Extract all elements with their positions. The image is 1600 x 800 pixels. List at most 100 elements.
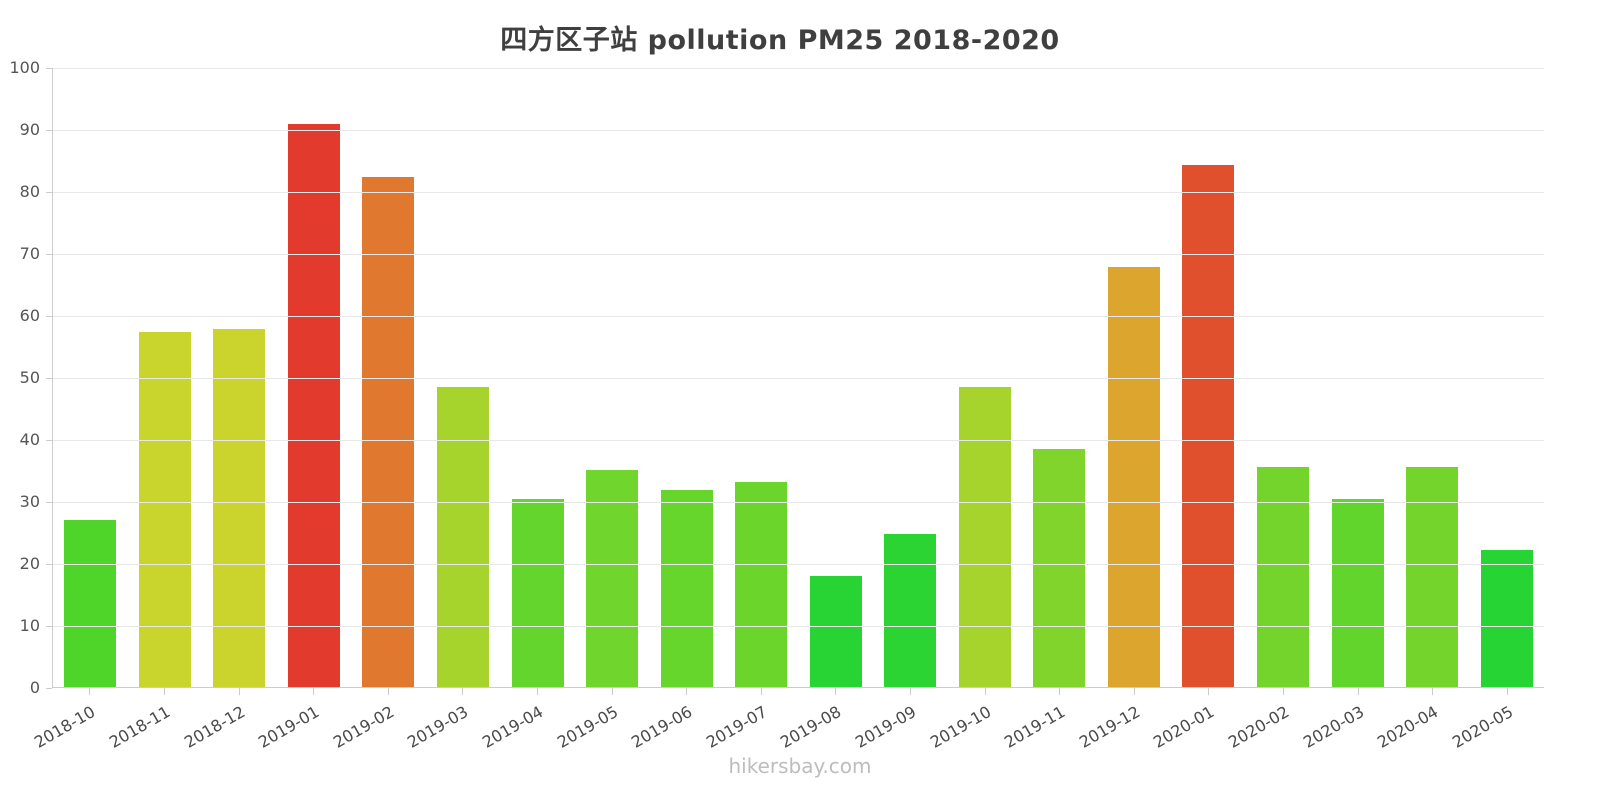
bar-slot: [575, 68, 650, 687]
y-tick: [46, 316, 52, 317]
bar-2019-12: [1107, 267, 1160, 687]
y-tick: [46, 440, 52, 441]
chart-title: 四方区子站 pollution PM25 2018-2020: [500, 25, 1060, 56]
footer-watermark: hikersbay.com: [728, 754, 872, 778]
y-tick: [46, 502, 52, 503]
bar-2019-05: [586, 470, 639, 687]
x-tick: [760, 688, 762, 695]
gridline: [53, 192, 1544, 193]
y-tick: [46, 626, 52, 627]
x-tick-label: 2020-03: [1299, 702, 1367, 752]
bar-2019-10: [958, 386, 1011, 687]
bar-2019-07: [735, 481, 788, 687]
bar-slot: [948, 68, 1023, 687]
gridline: [53, 130, 1544, 131]
bar-2018-10: [64, 519, 117, 687]
x-tick-label: 2018-11: [106, 702, 174, 752]
x-tick: [1282, 688, 1284, 695]
x-tick: [1506, 688, 1508, 695]
y-tick-label: 90: [19, 120, 40, 139]
y-tick: [46, 688, 52, 689]
x-tick-label: 2019-10: [926, 702, 994, 752]
bar-slot: [128, 68, 203, 687]
bar-2018-11: [138, 331, 191, 687]
gridline: [53, 502, 1544, 503]
bar-2019-09: [884, 533, 937, 687]
x-tick: [1133, 688, 1135, 695]
bar-2019-01: [287, 123, 340, 687]
bar-2020-01: [1182, 164, 1235, 687]
x-tick-label: 2020-01: [1150, 702, 1218, 752]
bar-slot: [798, 68, 873, 687]
x-tick-label: 2018-12: [180, 702, 248, 752]
bar-slot: [1246, 68, 1321, 687]
gridline: [53, 68, 1544, 69]
gridline: [53, 564, 1544, 565]
x-tick: [1059, 688, 1061, 695]
y-tick-label: 60: [19, 306, 40, 325]
bar-slot: [1469, 68, 1544, 687]
x-tick-label: 2019-04: [479, 702, 547, 752]
gridline: [53, 440, 1544, 441]
bar-2019-06: [660, 490, 713, 687]
y-tick: [46, 564, 52, 565]
bar-slot: [873, 68, 948, 687]
x-tick: [984, 688, 986, 695]
x-tick: [1357, 688, 1359, 695]
x-tick-label: 2019-09: [852, 702, 920, 752]
x-tick: [163, 688, 165, 695]
gridline: [53, 254, 1544, 255]
x-tick: [387, 688, 389, 695]
bar-2020-05: [1480, 549, 1533, 687]
y-tick-label: 70: [19, 244, 40, 263]
y-tick-label: 80: [19, 182, 40, 201]
x-tick-label: 2020-05: [1448, 702, 1517, 752]
x-tick-label: 2019-12: [1075, 702, 1144, 752]
bar-2020-03: [1331, 498, 1384, 687]
bar-slot: [351, 68, 426, 687]
y-tick: [46, 68, 52, 69]
x-tick: [909, 688, 911, 695]
x-tick: [238, 688, 240, 695]
y-tick-label: 100: [9, 58, 40, 77]
x-tick: [1432, 688, 1434, 695]
x-tick: [686, 688, 688, 695]
x-tick-label: 2019-01: [255, 702, 323, 752]
y-tick: [46, 254, 52, 255]
bar-2020-04: [1406, 467, 1459, 687]
y-tick: [46, 192, 52, 193]
y-tick: [46, 130, 52, 131]
y-tick: [46, 378, 52, 379]
x-tick: [1208, 688, 1210, 695]
bar-slot: [1395, 68, 1470, 687]
x-tick-label: 2019-08: [777, 702, 845, 752]
bar-slot: [53, 68, 128, 687]
x-tick-label: 2018-10: [31, 702, 99, 752]
x-tick: [313, 688, 315, 695]
bar-2019-02: [362, 176, 415, 687]
x-tick-label: 2019-11: [1001, 702, 1069, 752]
y-tick-label: 40: [19, 430, 40, 449]
x-tick-label: 2020-02: [1225, 702, 1293, 752]
y-tick-label: 50: [19, 368, 40, 387]
x-tick-label: 2019-07: [702, 702, 771, 752]
bar-slot: [649, 68, 724, 687]
bar-slot: [500, 68, 575, 687]
x-tick: [611, 688, 613, 695]
gridline: [53, 378, 1544, 379]
x-tick: [89, 688, 91, 695]
gridline: [53, 626, 1544, 627]
x-tick-label: 2020-04: [1374, 702, 1442, 752]
x-tick-label: 2019-05: [553, 702, 621, 752]
bar-2018-12: [213, 329, 266, 687]
y-tick-label: 30: [19, 492, 40, 511]
x-tick-label: 2019-02: [329, 702, 398, 752]
x-tick-label: 2019-03: [404, 702, 472, 752]
bar-slot: [202, 68, 277, 687]
x-tick: [835, 688, 837, 695]
gridline: [53, 316, 1544, 317]
bar-slot: [277, 68, 352, 687]
plot-area: [52, 68, 1544, 688]
